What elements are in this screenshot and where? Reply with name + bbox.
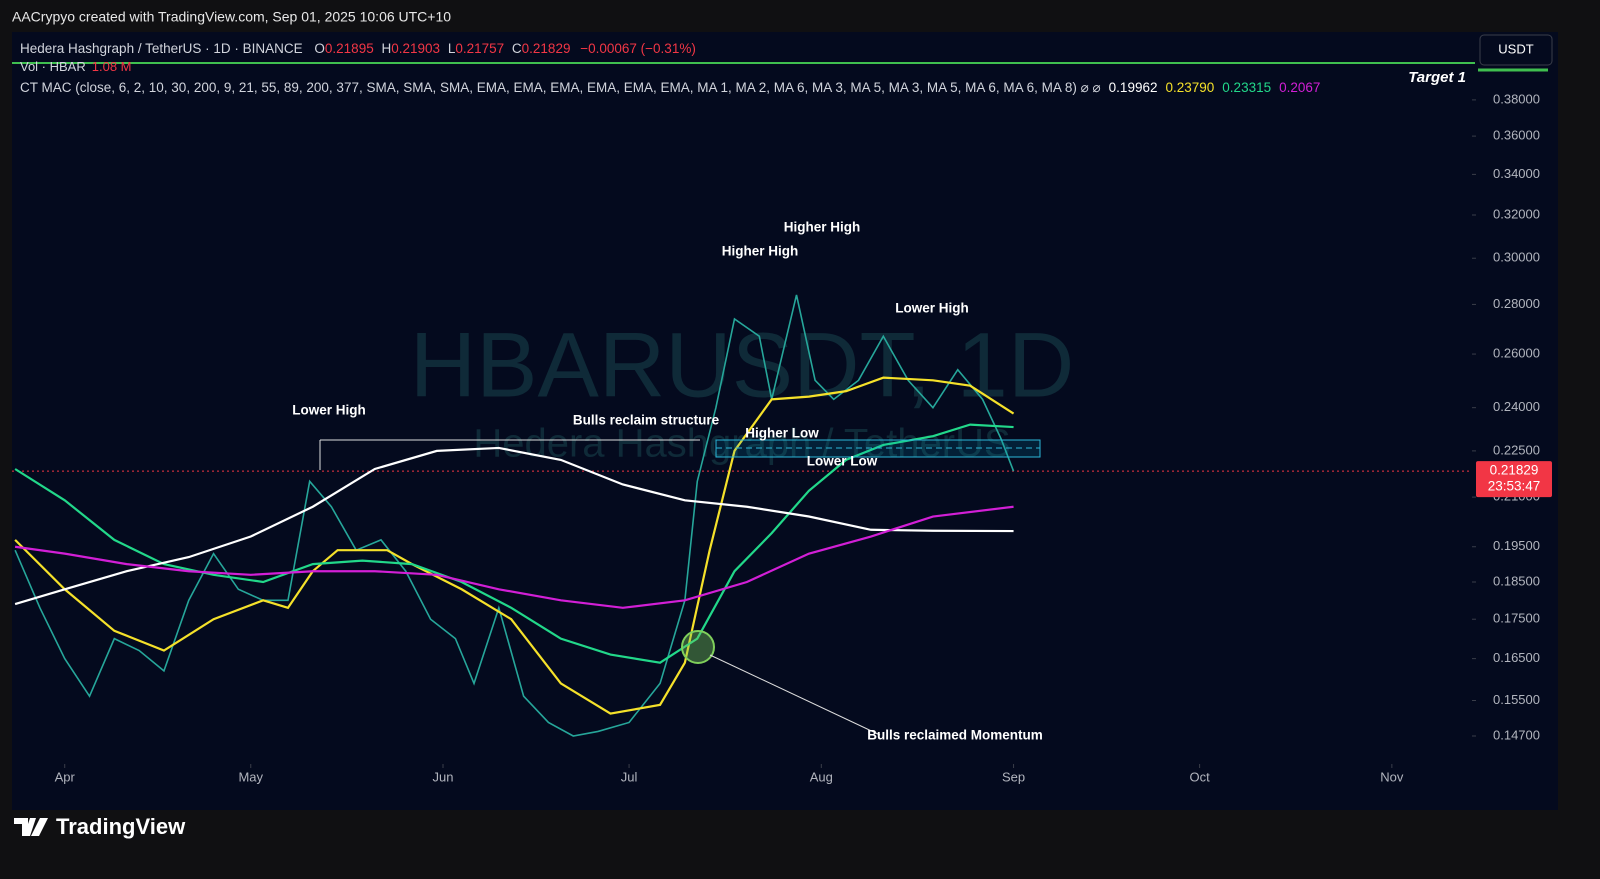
annotation: Higher Low bbox=[745, 426, 819, 441]
arrow bbox=[709, 654, 881, 736]
indicator: CT MAC (close, 6, 2, 10, 30, 200, 9, 21,… bbox=[20, 80, 1101, 95]
price-tag-countdown: 23:53:47 bbox=[1488, 479, 1541, 494]
credit: AACrypyo created with TradingView.com, S… bbox=[12, 9, 451, 25]
moving-average bbox=[14, 376, 1015, 715]
volume-label: Vol · HBAR bbox=[20, 59, 86, 74]
indicator-legend: CT MAC (close, 6, 2, 10, 30, 200, 9, 21,… bbox=[20, 80, 1320, 95]
ohlc-key: L bbox=[448, 41, 456, 56]
ohlc-value: 0.21757 bbox=[455, 41, 504, 56]
plot: HBARUSDT, 1D Hedera Hashgraph / TetherUS 0… bbox=[12, 91, 1552, 784]
y-tick-label: 0.34000 bbox=[1493, 166, 1540, 181]
symbol: Hedera Hashgraph / TetherUS · 1D · BINAN… bbox=[20, 41, 303, 56]
indicator-value: 0.19962 bbox=[1109, 80, 1158, 95]
x-tick-label: May bbox=[238, 769, 263, 784]
volume-value: 1.08 M bbox=[92, 59, 132, 74]
currency-button-label[interactable]: USDT bbox=[1498, 41, 1533, 56]
moving-average bbox=[14, 446, 1014, 606]
logo-text: TradingView bbox=[56, 814, 186, 839]
indicator-value: 0.23790 bbox=[1165, 80, 1214, 95]
y-tick-label: 0.26000 bbox=[1493, 345, 1540, 360]
y-tick-label: 0.32000 bbox=[1493, 206, 1540, 221]
y-tick-label: 0.24000 bbox=[1493, 399, 1540, 414]
y-tick-label: 0.28000 bbox=[1493, 296, 1540, 311]
y-tick-label: 0.38000 bbox=[1493, 91, 1540, 106]
watermark-sub: Hedera Hashgraph / TetherUS bbox=[473, 422, 1010, 466]
x-tick-label: Aug bbox=[810, 769, 833, 784]
annotation: Lower High bbox=[895, 301, 969, 316]
y-tick-label: 0.18500 bbox=[1493, 573, 1540, 588]
cross-marker bbox=[681, 630, 715, 664]
annotation: Higher High bbox=[784, 220, 861, 235]
currency-button[interactable] bbox=[1479, 34, 1553, 66]
x-tick-label: Nov bbox=[1380, 769, 1404, 784]
price-tag bbox=[1476, 461, 1552, 498]
logo-mark bbox=[14, 818, 48, 836]
x-tick-label: Jul bbox=[621, 769, 638, 784]
volume-legend: Vol · HBAR 1.08 M bbox=[20, 59, 132, 74]
target-label: Target 1 bbox=[1408, 69, 1466, 86]
indicator-value: 0.2067 bbox=[1279, 80, 1320, 95]
x-tick-label: Apr bbox=[55, 769, 76, 784]
y-tick-label: 0.19500 bbox=[1493, 538, 1540, 553]
annotation: Lower Low bbox=[807, 454, 878, 469]
logo: TradingView bbox=[14, 814, 186, 839]
y-tick-label: 0.16500 bbox=[1493, 650, 1540, 665]
x-tick-label: Oct bbox=[1189, 769, 1210, 784]
y-tick-label: 0.22500 bbox=[1493, 442, 1540, 457]
ohlc-value: 0.21829 bbox=[522, 41, 571, 56]
y-tick-label: 0.17500 bbox=[1493, 611, 1540, 626]
symbol-legend: Hedera Hashgraph / TetherUS · 1D · BINAN… bbox=[20, 41, 696, 56]
watermark: HBARUSDT, 1D bbox=[410, 314, 1075, 416]
moving-average bbox=[14, 505, 1014, 609]
annotation: Bulls reclaimed Momentum bbox=[867, 728, 1043, 743]
change: −0.00067 (−0.31%) bbox=[580, 41, 696, 56]
price-tag-value: 0.21829 bbox=[1490, 463, 1539, 478]
y-tick-label: 0.15500 bbox=[1493, 692, 1540, 707]
ohlc-key: H bbox=[381, 41, 391, 56]
x-tick-label: Jun bbox=[433, 769, 454, 784]
y-tick-label: 0.30000 bbox=[1493, 250, 1540, 265]
indicator-value: 0.23315 bbox=[1222, 80, 1271, 95]
chart-panel bbox=[12, 32, 1558, 810]
ohlc-value: 0.21895 bbox=[325, 41, 374, 56]
ohlc-key: C bbox=[512, 41, 522, 56]
annotation: Lower High bbox=[292, 403, 366, 418]
annotation: Higher High bbox=[722, 244, 799, 259]
price-line bbox=[14, 294, 1015, 737]
y-tick-label: 0.36000 bbox=[1493, 128, 1540, 143]
ohlc-key: O bbox=[314, 41, 325, 56]
annotation: Bulls reclaim structure bbox=[573, 413, 720, 428]
ohlc-value: 0.21903 bbox=[391, 41, 440, 56]
y-tick-label: 0.14700 bbox=[1493, 727, 1540, 742]
x-tick-label: Sep bbox=[1002, 769, 1025, 784]
